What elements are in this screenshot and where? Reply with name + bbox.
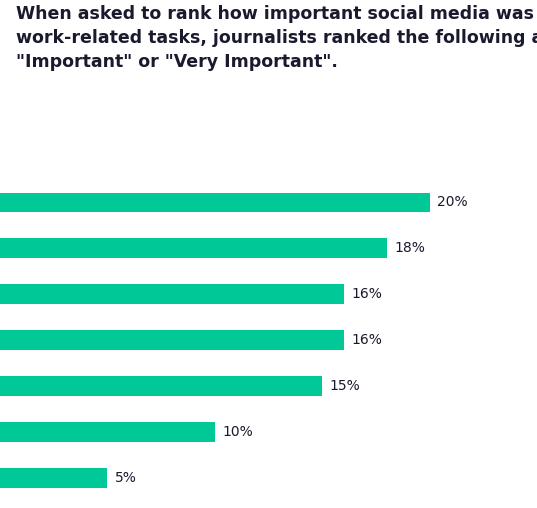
Bar bbox=[0, 331, 344, 350]
Text: 15%: 15% bbox=[330, 379, 360, 393]
Text: 16%: 16% bbox=[351, 287, 382, 301]
Text: 20%: 20% bbox=[437, 195, 468, 209]
Bar bbox=[0, 284, 344, 304]
Bar bbox=[0, 238, 387, 258]
Bar bbox=[0, 468, 107, 488]
Text: 18%: 18% bbox=[394, 241, 425, 255]
Text: When asked to rank how important social media was to certain
work-related tasks,: When asked to rank how important social … bbox=[16, 5, 537, 72]
Text: 5%: 5% bbox=[115, 471, 137, 485]
Bar bbox=[0, 193, 430, 212]
Bar bbox=[0, 376, 322, 396]
Bar bbox=[0, 423, 215, 442]
Text: 16%: 16% bbox=[351, 333, 382, 347]
Text: 10%: 10% bbox=[222, 425, 253, 439]
